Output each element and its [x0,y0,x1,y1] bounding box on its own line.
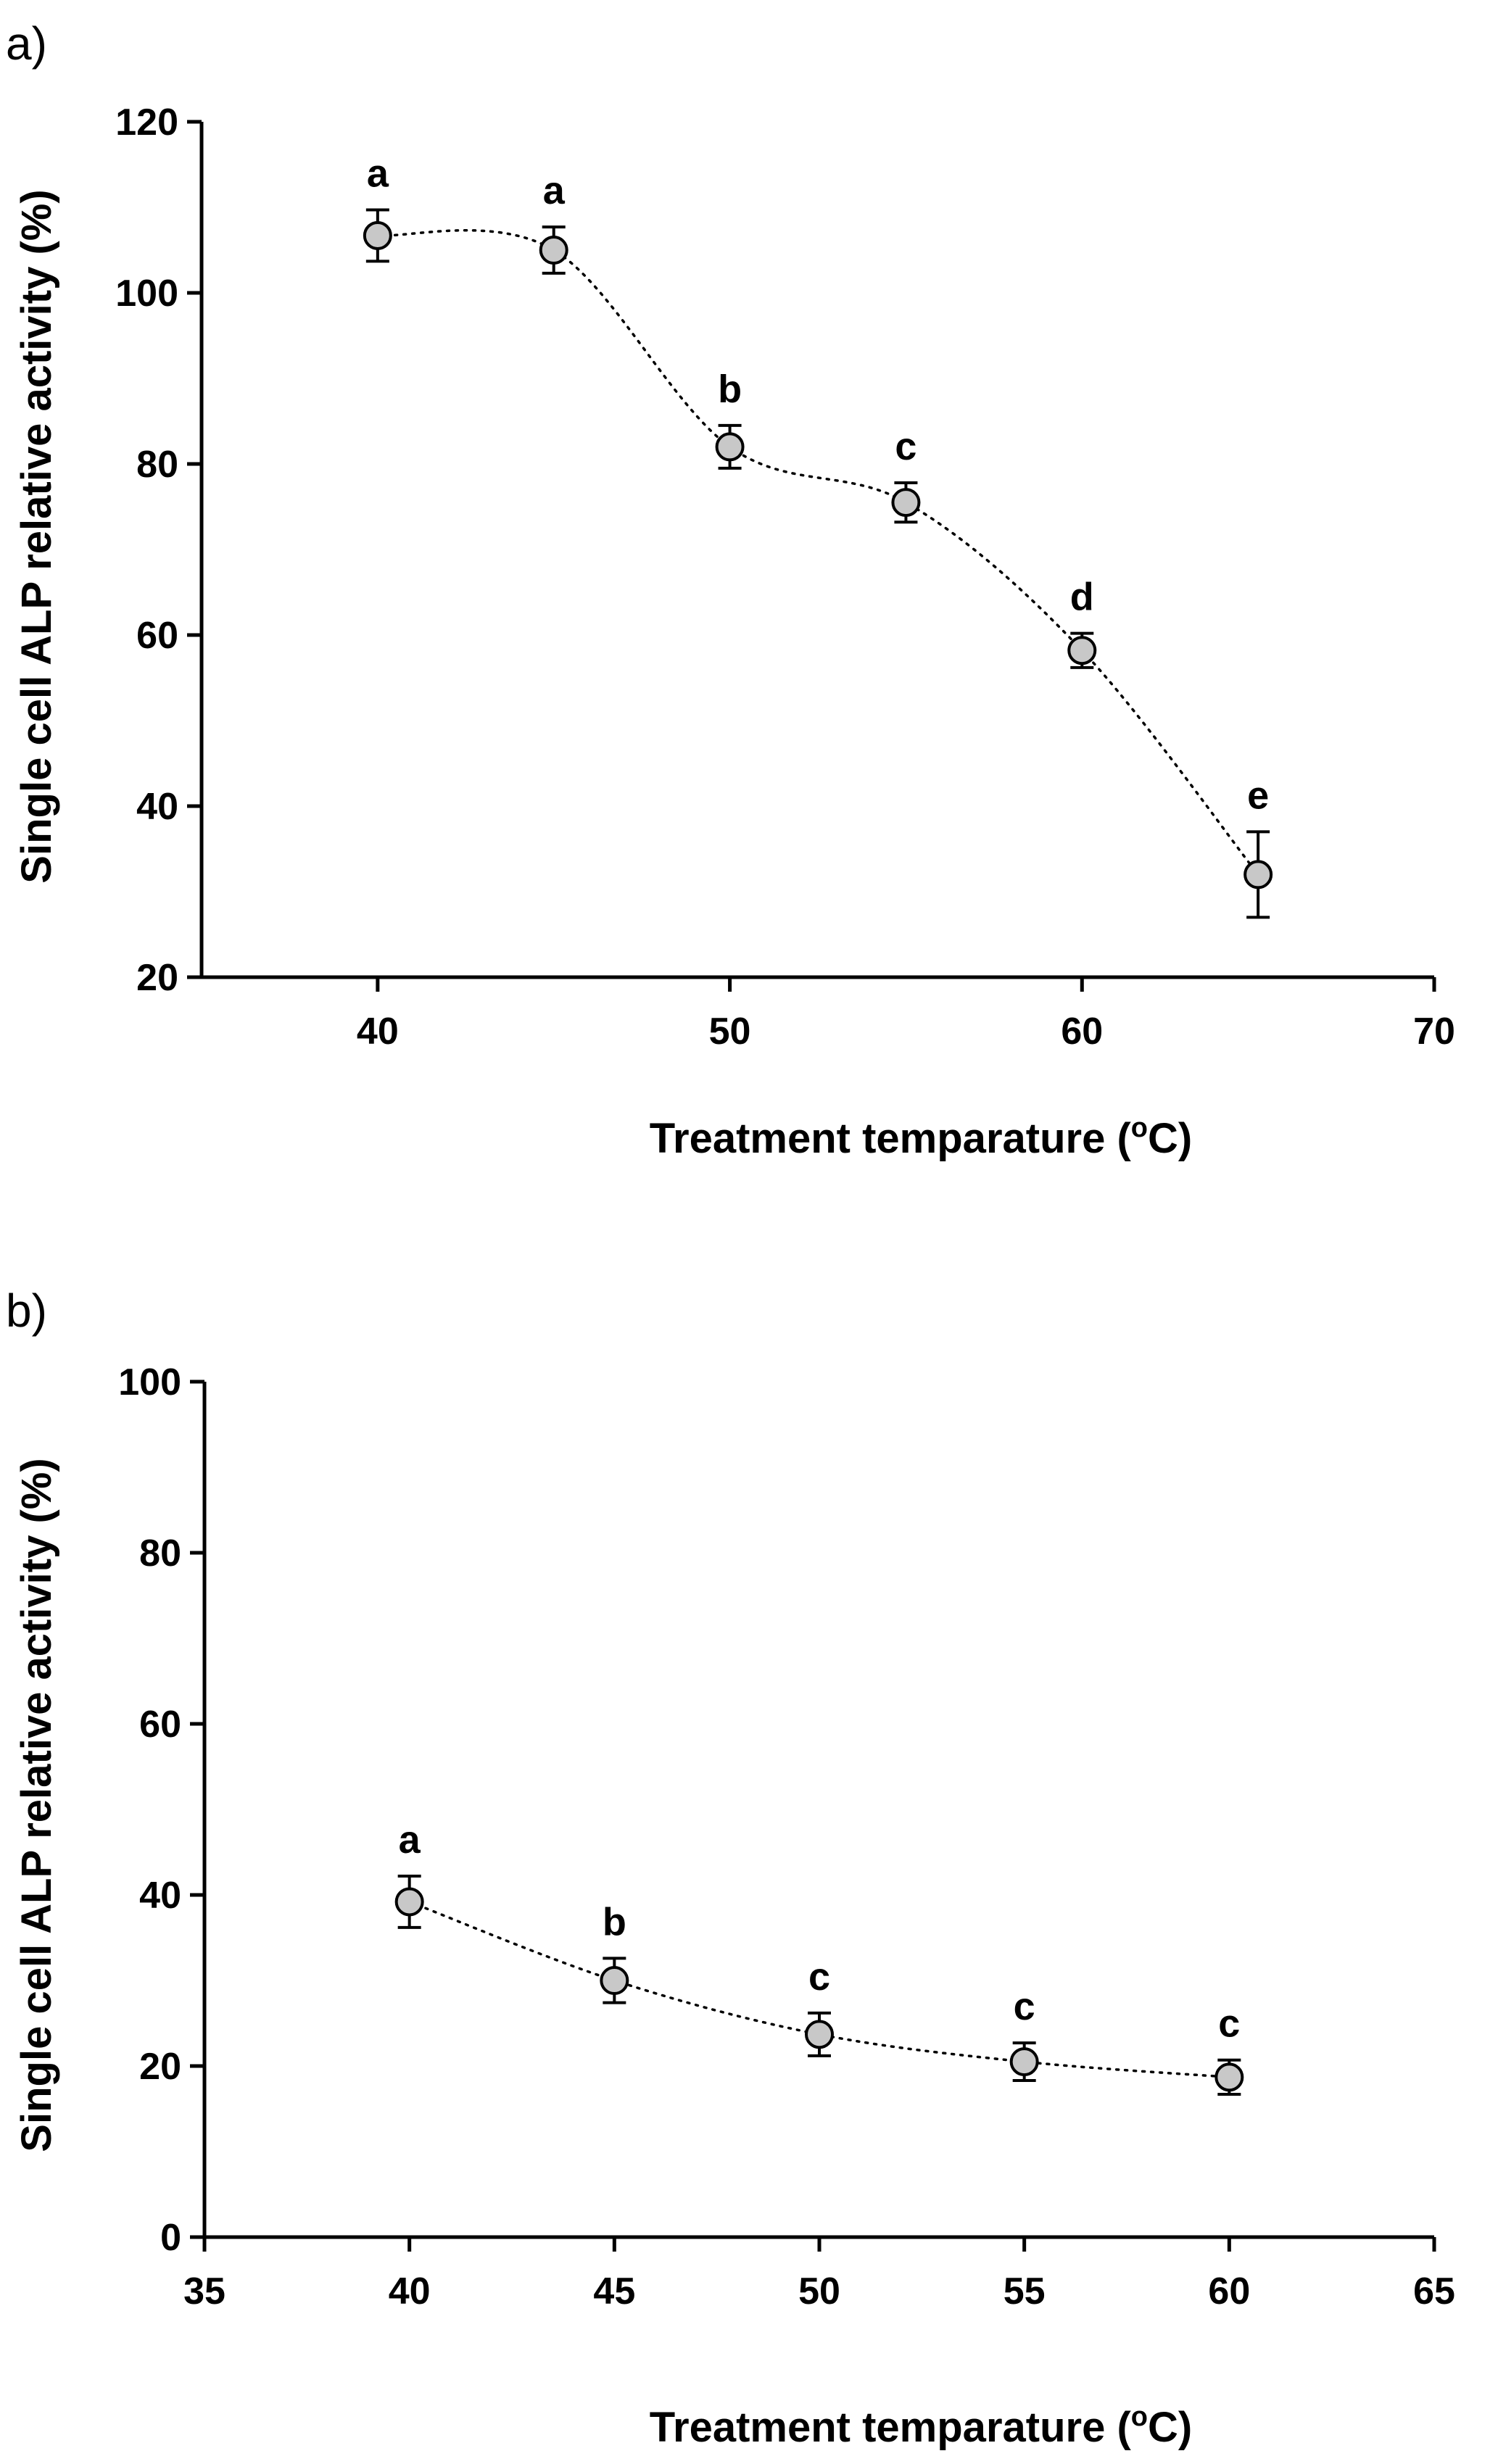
panel-a-label: a) [6,17,47,70]
panel-a-x-axis-title-degree: o [1131,1113,1148,1143]
panel-a-y-tick-label: 20 [136,957,178,999]
panel-b-x-tick-label: 40 [389,2270,431,2312]
panel-b-y-tick-label: 100 [118,1361,181,1403]
panel-a-significance-letter: a [543,169,566,212]
panel-b-data-point [1009,2047,1039,2077]
chart-panel-b: b) Single cell ALP relative activity (%)… [6,1285,1455,2451]
panel-a-significance-letter: e [1247,773,1269,817]
panel-b-marks: a b c c c [394,1818,1244,2096]
panel-a-x-tick-label: 70 [1413,1011,1455,1053]
panel-a-data-point [891,488,921,518]
panel-b-y-tick-label: 0 [160,2217,181,2259]
panel-b-x-tick-label: 35 [183,2270,225,2312]
panel-b-significance-letter: a [399,1818,421,1862]
panel-a-significance-letter: b [718,368,742,411]
panel-b-x-tick-label: 50 [798,2270,840,2312]
panel-b-x-tick-label: 45 [593,2270,635,2312]
panel-a-fit-layer [376,229,1259,876]
panel-b-fit-layer [407,1900,1231,2079]
panel-b-x-axis-title-main: Treatment temparature ( [650,2404,1132,2451]
panel-b-y-tick-label: 60 [139,1704,181,1746]
panel-a-significance-letter: c [895,425,916,468]
panel-a-x-axis-title-main: Treatment temparature ( [650,1115,1132,1162]
panel-a-axes: 20 40 60 80 100 120 40 50 60 70 [115,101,1455,1053]
panel-b-significance-letter: b [603,1900,626,1944]
panel-b-data-point [394,1887,424,1917]
panel-b-label: b) [6,1285,47,1337]
panel-a-y-tick-label: 80 [136,444,178,486]
chart-panel-a: a) Single cell ALP relative activity (%)… [6,17,1455,1162]
panel-a-data-point [1067,636,1097,665]
panel-b-x-axis-title-degree: o [1131,2402,1148,2432]
panel-a-x-tick-label: 50 [709,1011,751,1053]
panel-a-trend-line [376,229,1259,876]
panel-a-x-tick-label: 60 [1061,1011,1103,1053]
panel-b-x-axis-title-suffix: C) [1148,2404,1192,2451]
panel-a-significance-letter: a [367,152,389,196]
panel-a-data-point [539,236,568,265]
panel-b-trend-line [407,1900,1231,2079]
panel-b-x-tick-label: 60 [1208,2270,1250,2312]
panel-b-data-point [1214,2062,1244,2092]
panel-b-significance-letter: c [1218,2002,1240,2046]
panel-b-x-tick-label: 65 [1413,2270,1455,2312]
panel-b-data-point [600,1966,629,1995]
panel-a-y-tick-label: 120 [115,101,178,144]
panel-b-y-tick-label: 40 [139,1875,181,1917]
panel-b-x-axis-title: Treatment temparature (oC) [650,2402,1192,2451]
panel-a-x-axis-title: Treatment temparature (oC) [650,1113,1192,1162]
panel-a-x-tick-label: 40 [357,1011,399,1053]
panel-b-significance-letter: c [808,1955,830,1999]
panel-b-significance-letter: c [1014,1985,1035,2028]
panel-a-y-tick-label: 60 [136,615,178,657]
panel-b-data-point [805,2020,834,2049]
panel-a-y-axis-title: Single cell ALP relative activity (%) [13,189,60,883]
panel-a-data-point [1243,860,1273,889]
panel-a-data-point [363,220,392,250]
panel-b-axes: 0 20 40 60 80 100 35 40 45 50 55 60 65 [118,1361,1455,2312]
panel-b-y-tick-label: 20 [139,2046,181,2088]
panel-a-significance-letter: d [1070,576,1094,619]
panel-b-y-tick-label: 80 [139,1532,181,1575]
panel-b-x-tick-label: 55 [1004,2270,1046,2312]
panel-a-y-tick-label: 40 [136,786,178,828]
panel-a-marks: a a b c d e [363,152,1273,919]
panel-a-x-axis-title-suffix: C) [1148,1115,1192,1162]
panel-b-y-axis-title: Single cell ALP relative activity (%) [13,1458,60,2152]
panel-a-data-point [715,432,745,462]
panel-a-y-tick-label: 100 [115,273,178,315]
